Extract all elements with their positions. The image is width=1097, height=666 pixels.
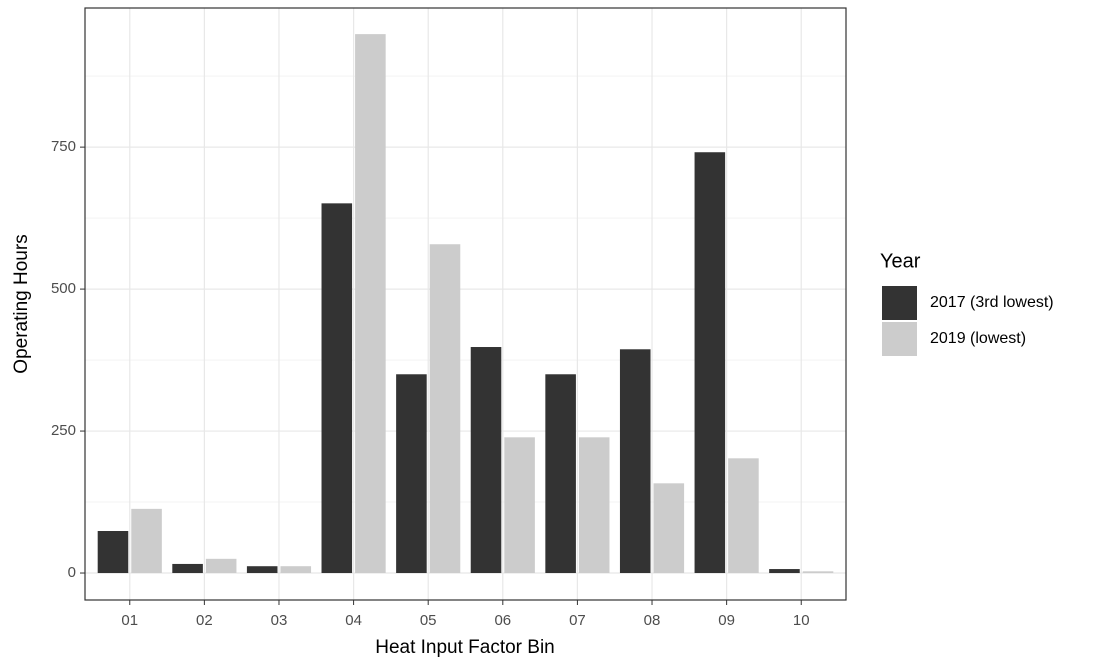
legend-label: 2017 (3rd lowest) <box>930 294 1054 311</box>
y-tick-label: 750 <box>51 138 76 155</box>
legend-key <box>882 286 917 320</box>
x-tick-label: 07 <box>569 612 586 629</box>
bar <box>545 374 576 574</box>
x-tick-label: 05 <box>420 612 437 629</box>
x-tick-label: 06 <box>494 612 511 629</box>
bar <box>97 531 129 574</box>
panel-border <box>84 7 847 601</box>
bar <box>280 566 312 574</box>
x-tick-label: 08 <box>644 612 661 629</box>
bar <box>172 563 203 574</box>
bar <box>429 244 461 574</box>
bar <box>205 558 237 574</box>
x-tick-label: 04 <box>345 612 362 629</box>
y-axis-label: Operating Hours <box>11 234 32 373</box>
legend-title: Year <box>880 250 921 272</box>
y-tick-label: 0 <box>68 564 76 581</box>
bar <box>504 437 535 574</box>
x-tick-label: 01 <box>121 612 138 629</box>
bar <box>578 437 610 574</box>
bar <box>619 349 651 574</box>
bar <box>769 569 800 574</box>
x-tick-label: 02 <box>196 612 213 629</box>
legend-key <box>882 322 917 356</box>
bar <box>653 483 685 574</box>
bar <box>728 458 759 574</box>
bar <box>396 374 427 574</box>
bar <box>355 34 386 574</box>
y-tick-label: 500 <box>51 280 76 297</box>
bar <box>321 203 353 574</box>
bar <box>694 152 726 574</box>
bar <box>470 347 502 574</box>
x-tick-label: 09 <box>718 612 735 629</box>
bar <box>802 571 834 574</box>
legend-label: 2019 (lowest) <box>930 330 1026 347</box>
bar <box>246 566 278 574</box>
x-tick-label: 10 <box>793 612 810 629</box>
x-tick-label: 03 <box>271 612 288 629</box>
y-tick-label: 250 <box>51 422 76 439</box>
x-axis-label: Heat Input Factor Bin <box>375 637 555 658</box>
bar <box>131 508 162 574</box>
